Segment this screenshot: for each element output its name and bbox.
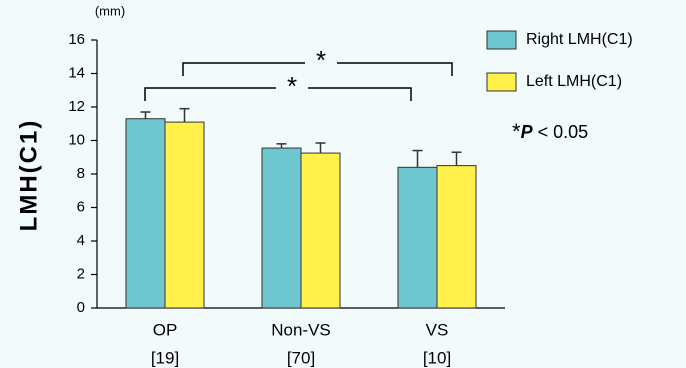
bracket-gap bbox=[305, 50, 337, 72]
x-tick-count: [19] bbox=[151, 348, 179, 367]
bar bbox=[261, 147, 302, 309]
note-text: < 0.05 bbox=[533, 122, 589, 142]
bar bbox=[164, 121, 205, 309]
y-tick-label: 2 bbox=[77, 265, 85, 282]
x-tick-label: VS bbox=[426, 320, 449, 339]
bar bbox=[125, 118, 166, 309]
legend-label: Right LMH(C1) bbox=[526, 31, 633, 48]
y-tick-label: 10 bbox=[68, 131, 85, 148]
y-tick-label: 6 bbox=[77, 198, 85, 215]
x-tick-label: OP bbox=[153, 320, 178, 339]
bar bbox=[436, 165, 477, 309]
x-tick-count: [10] bbox=[423, 348, 451, 367]
y-tick-label: 4 bbox=[77, 232, 85, 249]
bracket-gap bbox=[276, 76, 308, 98]
significance-mark: * bbox=[287, 71, 297, 101]
bar bbox=[397, 166, 438, 309]
y-tick-label: 0 bbox=[77, 299, 85, 316]
y-tick-label: 14 bbox=[68, 64, 85, 81]
note-stat: P bbox=[521, 122, 534, 142]
x-tick-count: [70] bbox=[287, 348, 315, 367]
bar bbox=[300, 152, 341, 309]
legend-swatch bbox=[486, 72, 517, 92]
y-axis-title: LMH(C1) bbox=[15, 119, 42, 232]
note-symbol: * bbox=[512, 119, 521, 144]
significance-mark: * bbox=[316, 45, 326, 75]
y-tick-label: 8 bbox=[77, 165, 85, 182]
legend-swatch bbox=[486, 30, 517, 50]
y-tick-label: 12 bbox=[68, 98, 85, 115]
x-tick-label: Non-VS bbox=[271, 320, 331, 339]
y-unit: (mm) bbox=[95, 3, 125, 18]
note: *P < 0.05 bbox=[512, 119, 588, 144]
y-tick-label: 16 bbox=[68, 31, 85, 48]
legend-label: Left LMH(C1) bbox=[526, 73, 622, 90]
